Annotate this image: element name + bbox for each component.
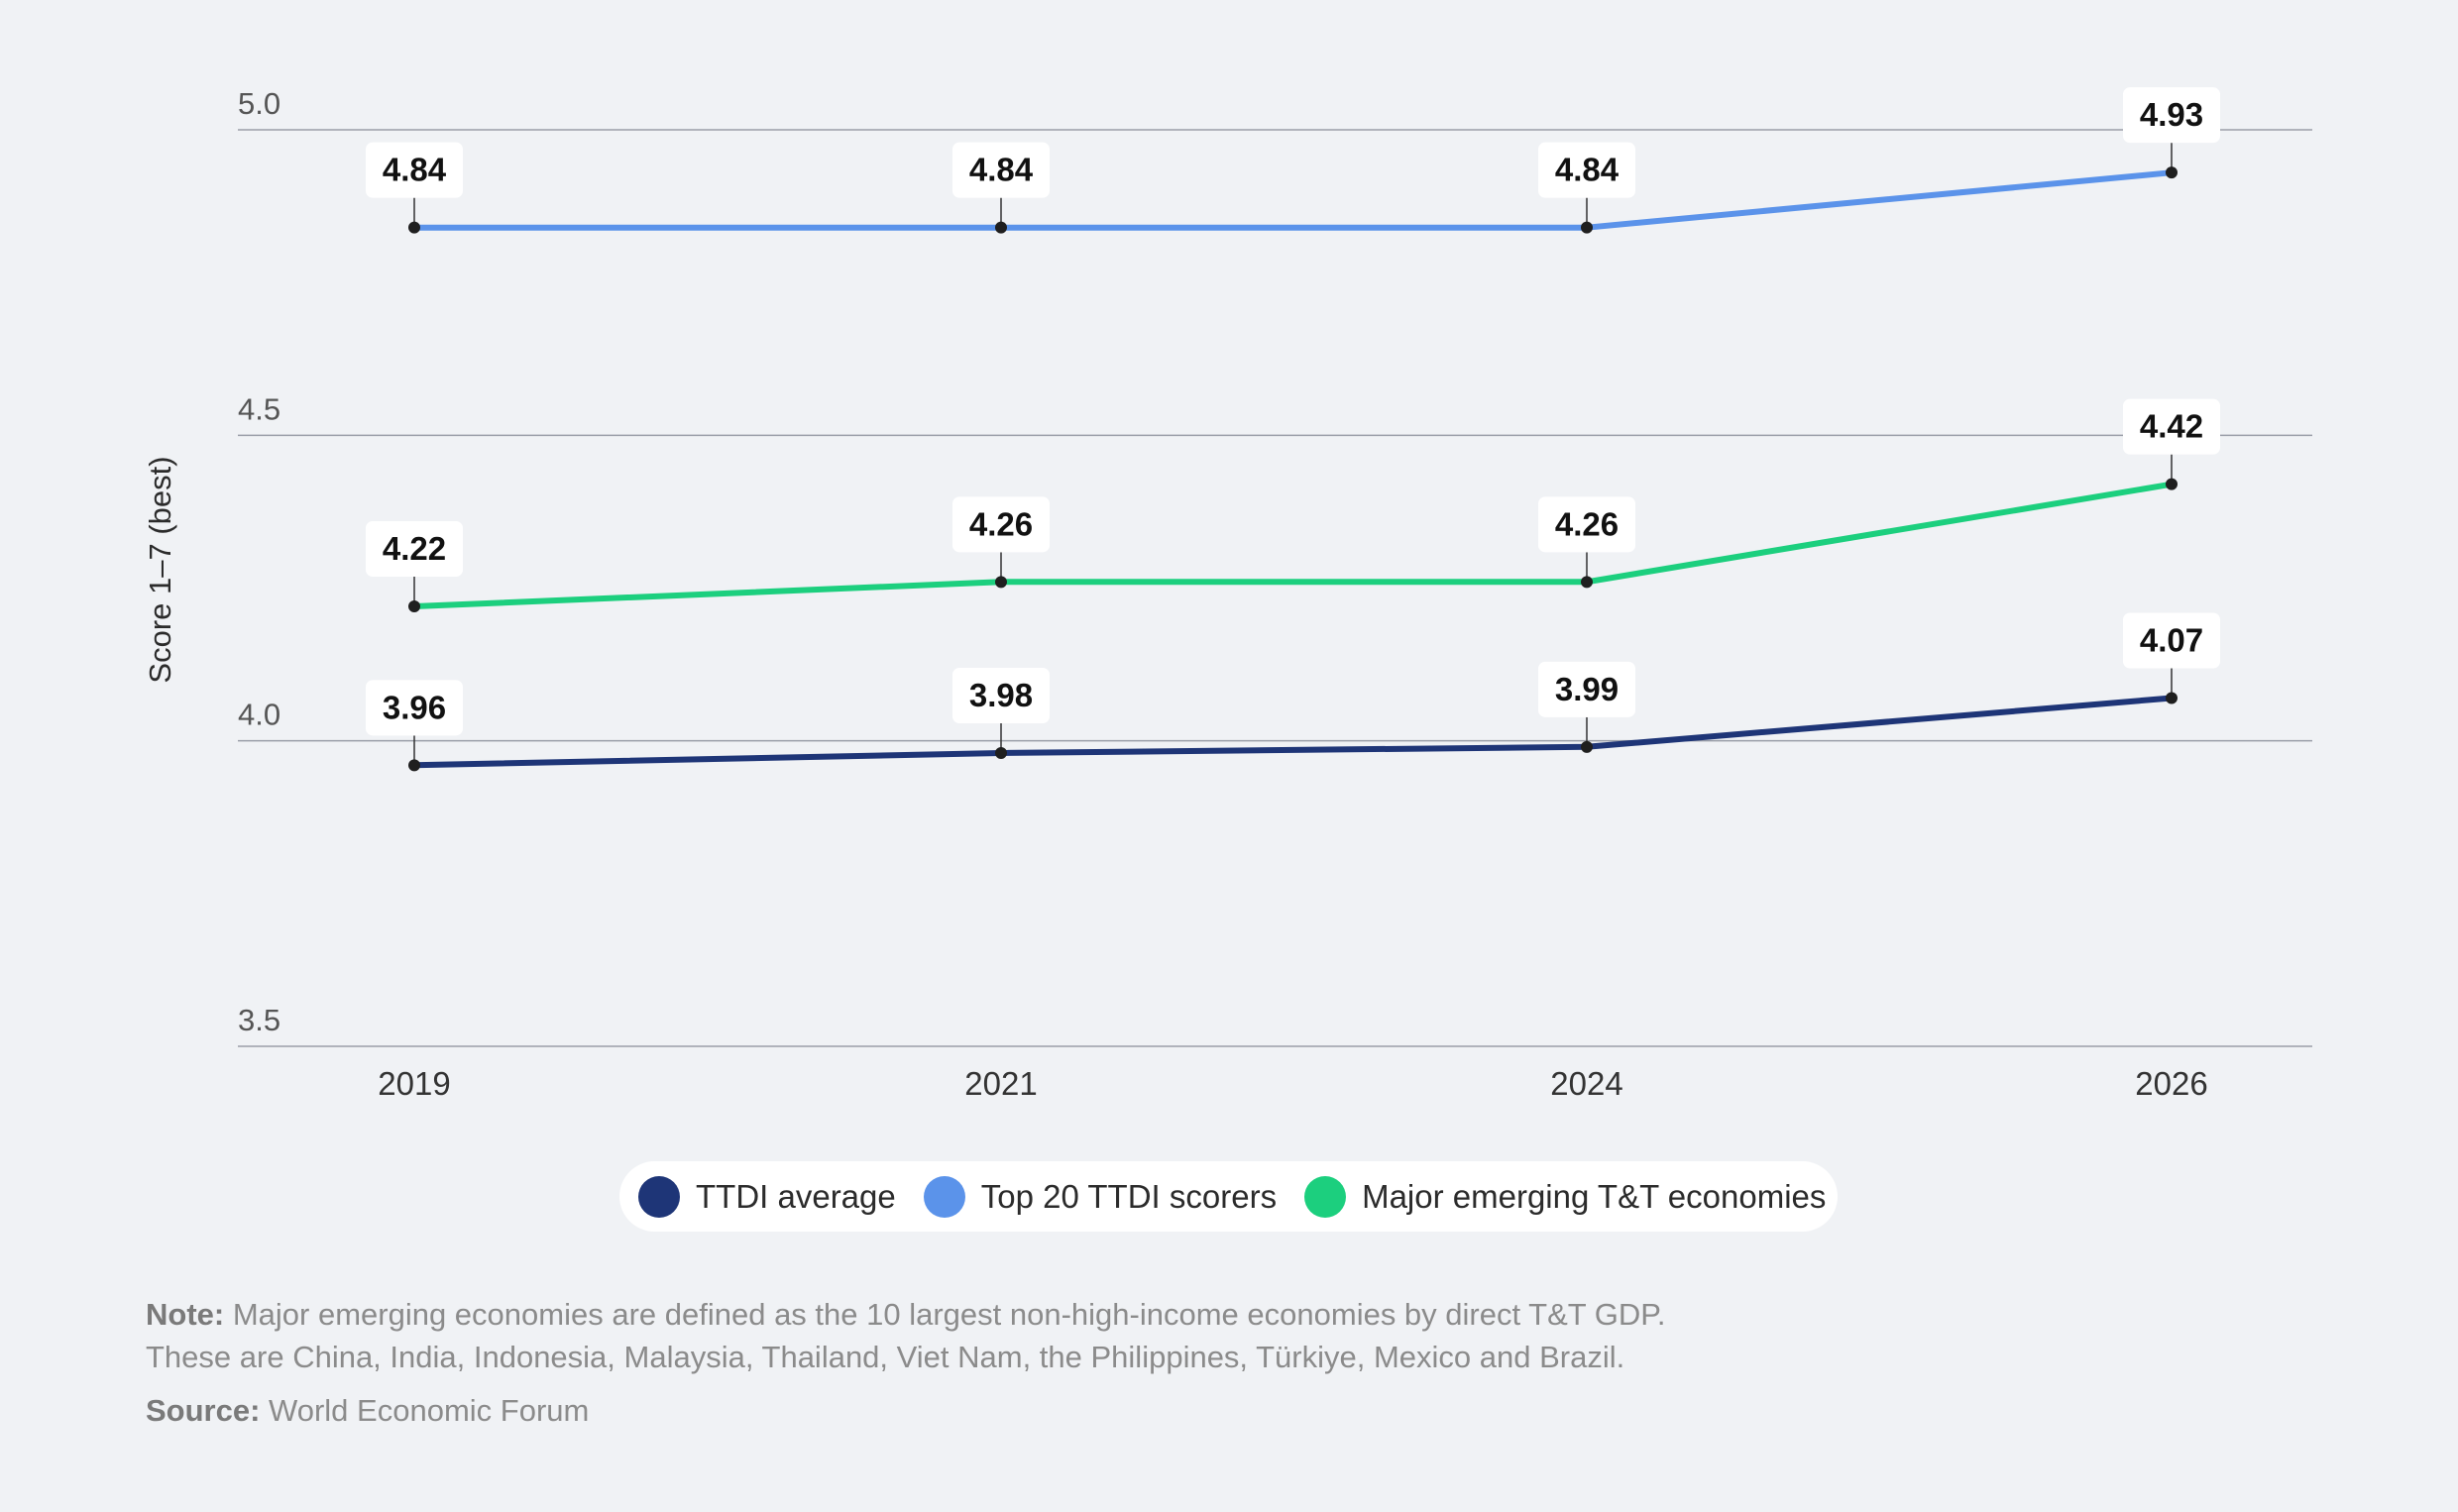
note-line-2: These are China, India, Indonesia, Malay… [146, 1340, 1625, 1374]
y-tick-labels: 3.5 4.0 4.5 5.0 [238, 86, 280, 1037]
legend-item-major-emerging: Major emerging T&T economies [1304, 1175, 1827, 1218]
legend-swatch-ttdi-average [638, 1175, 680, 1218]
data-label-box [366, 142, 463, 198]
y-tick-label: 4.5 [238, 391, 280, 426]
data-point [995, 747, 1007, 759]
data-point [408, 600, 420, 612]
legend-label: Top 20 TTDI scorers [980, 1177, 1278, 1215]
data-label-box [1538, 496, 1635, 553]
x-tick-label: 2021 [964, 1065, 1037, 1102]
data-label: 4.26 [969, 505, 1033, 542]
legend-item-ttdi-average: TTDI average [638, 1175, 896, 1218]
legend-swatch-top-20 [923, 1175, 965, 1218]
data-point [995, 221, 1007, 234]
data-label-box [952, 496, 1050, 553]
legend-swatch-major-emerging [1304, 1175, 1347, 1218]
x-tick-label: 2019 [378, 1065, 450, 1102]
y-tick-label: 4.0 [238, 698, 280, 732]
data-label-box [2123, 398, 2220, 455]
series-line [411, 481, 2175, 609]
note-text: Major emerging economies are defined as … [224, 1297, 1666, 1332]
x-tick-label: 2026 [2135, 1065, 2207, 1102]
grid-lines [238, 129, 2312, 1047]
legend-label: Major emerging T&T economies [1362, 1177, 1827, 1215]
data-label: 3.96 [383, 689, 446, 725]
data-label-box [952, 668, 1050, 723]
source-line: Source: World Economic Forum [146, 1389, 1666, 1432]
data-label-box [2123, 612, 2220, 669]
data-point [2166, 478, 2178, 490]
series-line [411, 169, 2175, 231]
data-label: 4.42 [2140, 408, 2203, 445]
data-label: 4.84 [383, 152, 447, 188]
data-point [1581, 576, 1593, 589]
series-lines [411, 169, 2175, 769]
data-label: 4.84 [1555, 152, 1620, 188]
data-point [408, 759, 420, 772]
data-point [1581, 221, 1593, 234]
data-point [2166, 692, 2178, 704]
legend: TTDI average Top 20 TTDI scorers Major e… [619, 1161, 1838, 1232]
source-text: World Economic Forum [260, 1393, 590, 1428]
series-line [411, 695, 2175, 769]
y-tick-label: 5.0 [238, 86, 280, 121]
data-label: 4.93 [2140, 96, 2203, 133]
data-label-box [952, 142, 1050, 198]
source-label: Source: [146, 1393, 261, 1428]
y-axis-title: Score 1–7 (best) [143, 456, 177, 683]
data-label: 4.22 [383, 530, 446, 567]
note-line-1: Note: Major emerging economies are defin… [146, 1293, 1666, 1336]
data-label-box [1538, 142, 1635, 198]
data-labels: 3.96 3.98 3.99 4.07 4.84 4.84 4.84 4.93 4.22 4.26… [366, 87, 2220, 772]
x-tick-label: 2024 [1550, 1065, 1622, 1102]
legend-label: TTDI average [696, 1177, 896, 1215]
data-label: 3.98 [969, 677, 1033, 713]
data-label-box [1538, 661, 1635, 717]
y-tick-label: 3.5 [238, 1003, 280, 1037]
data-point [2166, 166, 2178, 179]
data-label-box [366, 521, 463, 577]
note-label: Note: [146, 1297, 225, 1332]
data-label: 3.99 [1555, 671, 1619, 707]
data-point [408, 221, 420, 234]
data-label-box [366, 680, 463, 736]
data-label: 4.84 [969, 152, 1034, 188]
data-label-box [2123, 87, 2220, 144]
legend-item-top-20: Top 20 TTDI scorers [923, 1175, 1278, 1218]
data-point [1581, 740, 1593, 753]
data-label: 4.26 [1555, 505, 1619, 542]
data-point [995, 576, 1007, 589]
x-tick-labels: 2019 2021 2024 2026 [378, 1065, 2207, 1102]
chart-notes: Note: Major emerging economies are defin… [146, 1293, 1666, 1432]
data-label: 4.07 [2140, 622, 2203, 659]
